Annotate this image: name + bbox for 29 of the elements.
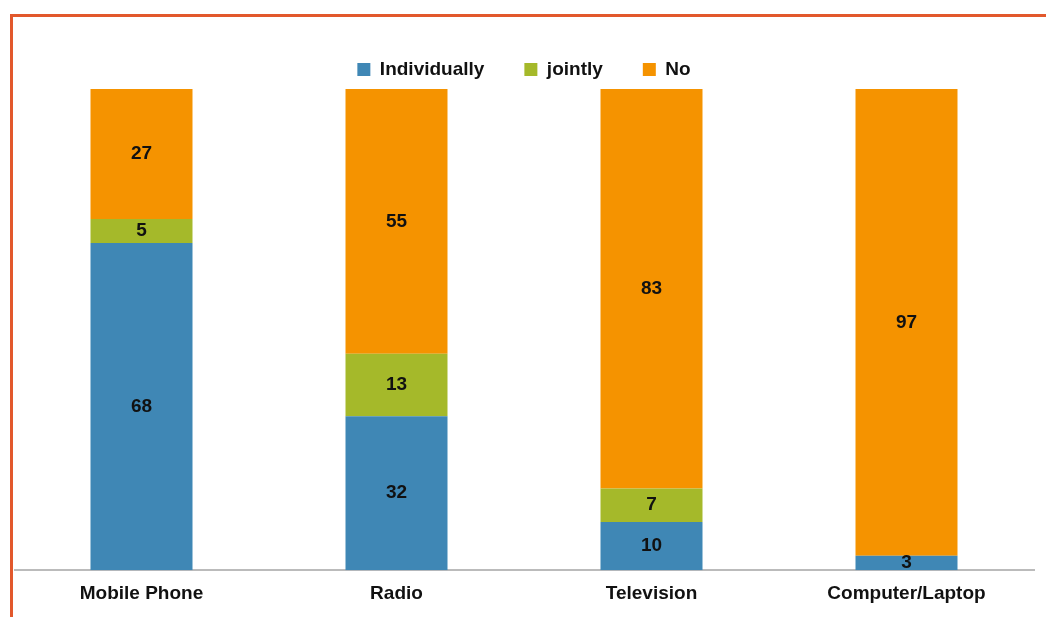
data-label: 55 [385, 209, 408, 231]
data-label: 13 [385, 373, 408, 395]
bar [90, 242, 193, 571]
bar [90, 89, 193, 219]
bar [600, 488, 703, 523]
bar [600, 522, 703, 571]
legend-label: Individually [379, 57, 485, 79]
data-label: 10 [640, 534, 663, 556]
x-tick-label: Mobile Phone [79, 581, 204, 603]
bar [345, 89, 448, 354]
bar [90, 218, 193, 243]
bar [600, 89, 703, 489]
data-label: 7 [646, 493, 657, 515]
legend-label: jointly [545, 57, 604, 79]
x-tick-label: Radio [370, 581, 423, 603]
bar [345, 416, 448, 571]
x-tick-label: Computer/Laptop [827, 581, 986, 603]
data-label: 97 [895, 310, 918, 332]
bar [345, 353, 448, 417]
data-label: 83 [640, 276, 663, 298]
bar [855, 89, 958, 556]
bar [855, 555, 958, 571]
data-label: 5 [136, 219, 148, 241]
x-tick-label: Television [605, 581, 698, 603]
data-label: 32 [385, 481, 408, 503]
data-label: 3 [901, 551, 912, 573]
legend-label: No [665, 57, 691, 79]
data-label: 68 [130, 394, 153, 416]
data-label: 27 [130, 142, 153, 164]
